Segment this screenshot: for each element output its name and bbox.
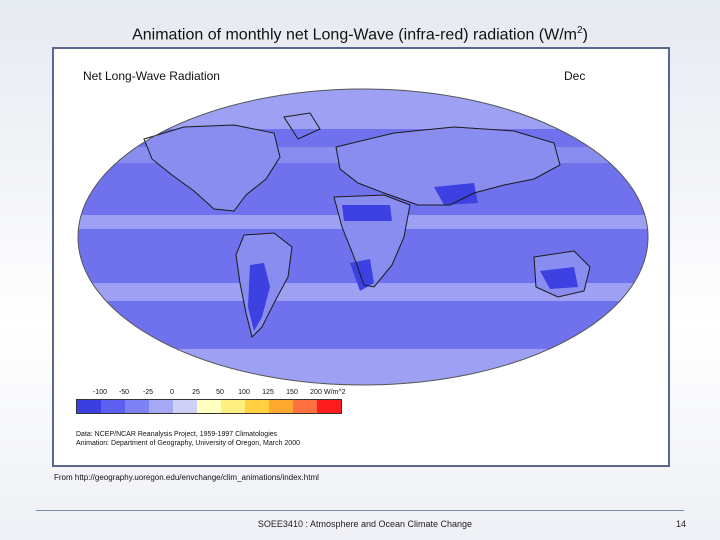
colorbar-swatch — [149, 400, 173, 413]
colorbar-swatch — [77, 400, 101, 413]
footer-course-title: SOEE3410 : Atmosphere and Ocean Climate … — [257, 519, 473, 529]
colorbar-swatch — [221, 400, 245, 413]
colorbar-tick-label: -100 — [92, 389, 108, 396]
southern-africa-dark — [350, 259, 374, 291]
south-mid-band — [78, 283, 648, 301]
slide-title-superscript: 2 — [577, 25, 583, 36]
map-month-label: Dec — [564, 69, 586, 83]
page-number: 14 — [676, 519, 687, 529]
australia-dark — [540, 267, 578, 289]
south-america-dark — [248, 263, 270, 331]
figure-frame: Net Long-Wave Radiation Dec — [52, 47, 670, 467]
colorbar-swatch — [293, 400, 317, 413]
source-link[interactable]: From http://geography.uoregon.edu/envcha… — [54, 473, 319, 482]
north-america-region — [144, 125, 280, 211]
colorbar-tick-label: 150 — [286, 389, 298, 396]
colorbar-tick-label: 200 — [310, 389, 322, 396]
colorbar-swatch — [101, 400, 125, 413]
colorbar-swatch — [269, 400, 293, 413]
colorbar-swatch — [245, 400, 269, 413]
slide-title-text: Animation of monthly net Long-Wave (infr… — [132, 26, 578, 44]
eurasia-region — [336, 127, 560, 205]
footer-divider — [36, 510, 684, 511]
slide-title-close: ) — [582, 26, 588, 44]
colorbar-tick-label: 100 — [238, 389, 250, 396]
colorbar-tick-labels: -100 -50 -25 0 25 50 100 125 150 200 W/m^2 — [76, 389, 346, 401]
colorbar-tick-label: 50 — [216, 389, 224, 396]
data-credit-line: Data: NCEP/NCAR Reanalysis Project, 1959… — [76, 431, 278, 438]
colorbar-swatch — [197, 400, 221, 413]
colorbar — [76, 399, 342, 414]
colorbar-swatch — [125, 400, 149, 413]
colorbar-swatch — [317, 400, 341, 413]
colorbar-tick-label: -25 — [142, 389, 154, 396]
colorbar-unit-label: W/m^2 — [324, 389, 346, 396]
colorbar-tick-label: 0 — [170, 389, 174, 396]
colorbar-tick-label: 25 — [192, 389, 200, 396]
globe-outline — [77, 88, 649, 386]
arctic-band — [78, 89, 648, 129]
colorbar-tick-label: 125 — [262, 389, 274, 396]
map-title: Net Long-Wave Radiation — [83, 69, 220, 83]
animation-credit-line: Animation: Department of Geography, Univ… — [76, 440, 300, 447]
coastlines — [143, 112, 591, 338]
sahara-dark — [342, 205, 392, 221]
world-radiation-map — [77, 88, 649, 386]
antarctic-band — [78, 349, 648, 385]
data-credit: Data: NCEP/NCAR Reanalysis Project, 1959… — [76, 430, 300, 448]
slide-title: Animation of monthly net Long-Wave (infr… — [0, 25, 720, 44]
colorbar-tick-label: -50 — [118, 389, 130, 396]
colorbar-swatch — [173, 400, 197, 413]
arabia-dark — [434, 183, 478, 205]
